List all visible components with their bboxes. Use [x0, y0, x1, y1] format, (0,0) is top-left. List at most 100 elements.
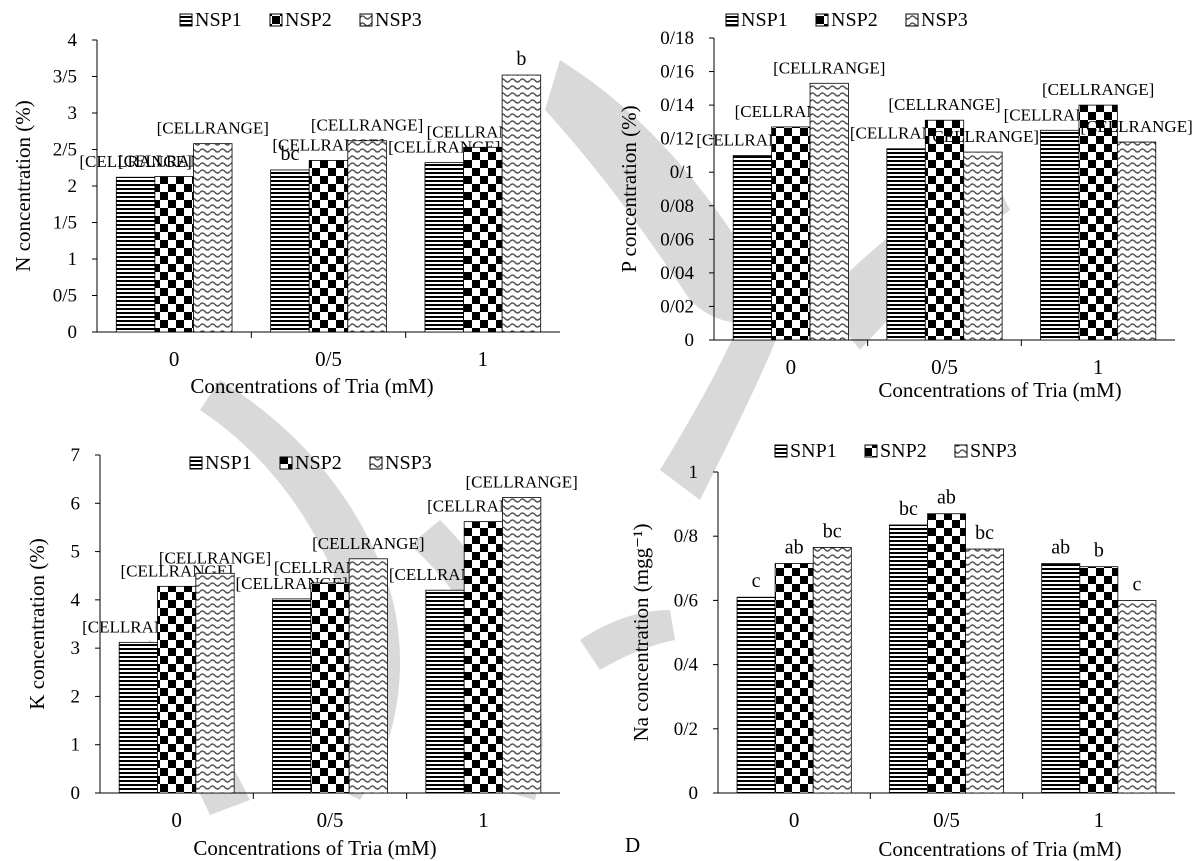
y-axis-title: Na concentration (mgg⁻¹): [629, 524, 653, 742]
bar-nsp3-1: [348, 558, 388, 794]
y-tick-label: 0/6: [674, 590, 698, 611]
y-tick-label: 3: [71, 638, 81, 659]
bar-nsp2-2: [1078, 104, 1118, 341]
y-tick-label: 6: [71, 493, 81, 514]
data-label: [CELLRANGE]: [888, 95, 1000, 114]
legend-swatch-nsp1: [725, 13, 739, 27]
legend-swatch-nsp3: [369, 456, 383, 470]
y-axis-title: P concentration (%): [617, 105, 641, 272]
y-tick-label: 0/8: [674, 526, 698, 547]
y-tick-label: 1: [71, 735, 81, 756]
legend-swatch-nsp3: [359, 13, 373, 27]
y-axis-title: K concentration (%): [25, 538, 49, 709]
data-label: [CELLRANGE]: [1042, 80, 1154, 99]
y-tick-label: 0/08: [660, 196, 694, 217]
data-label: [CELLRANGE]: [1080, 117, 1192, 136]
bar-nsp2-0: [154, 176, 194, 333]
bar-nsp1-0: [118, 641, 158, 794]
data-label: b: [516, 48, 526, 70]
y-tick-label: 1: [689, 462, 699, 483]
x-axis-title: Concentrations of Tria (mM): [878, 837, 1121, 861]
data-label: bc: [823, 520, 842, 542]
legend-swatch-nsp1: [189, 456, 203, 470]
data-label: bc: [280, 143, 299, 165]
y-tick-label: 0: [685, 330, 695, 351]
bar-nsp3-1: [347, 140, 387, 333]
watermark-logo: [120, 60, 1010, 815]
x-tick-label: 0: [789, 808, 800, 832]
x-tick-label: 0/5: [317, 808, 344, 832]
x-tick-label: 0/5: [931, 355, 958, 379]
y-tick-label: 2/5: [53, 140, 77, 161]
legend-label: SNP2: [880, 440, 927, 462]
x-tick-label: 0: [171, 808, 182, 832]
legend-swatch-nsp2: [815, 13, 829, 27]
y-tick-label: 7: [71, 445, 81, 466]
data-label: [CELLRANGE]: [312, 534, 424, 553]
bar-snp1-2: [1041, 563, 1081, 794]
y-tick-label: 5: [71, 542, 81, 563]
bar-nsp3-2: [501, 74, 542, 333]
y-tick-label: 0/14: [660, 95, 694, 116]
x-tick-label: 0/5: [933, 808, 960, 832]
chart-panel-2: 0 0/02 0/04 0/06 0/08 0/1 0/12 0/14 0/16 0/18 0 [CE…: [617, 9, 1193, 402]
legend-label: NSP2: [831, 9, 878, 31]
y-axis-title: N concentration (%): [11, 100, 35, 271]
data-label: [CELLRANGE]: [159, 548, 271, 567]
data-label: [CELLRANGE]: [79, 152, 191, 171]
data-label: c: [752, 570, 761, 592]
legend-label: NSP1: [205, 452, 252, 474]
bar-nsp2-2: [463, 146, 503, 333]
legend-label: NSP3: [385, 452, 432, 474]
legend-swatch-snp1: [774, 444, 788, 458]
data-label: ab: [937, 487, 956, 509]
legend-swatch-snp2: [864, 444, 878, 458]
bar-snp2-2: [1079, 566, 1119, 794]
bar-nsp1-2: [425, 589, 465, 794]
x-tick-label: 1: [1093, 355, 1104, 379]
legend-label: SNP3: [970, 440, 1017, 462]
bar-nsp3-2: [1116, 141, 1157, 341]
y-tick-label: 0/02: [660, 296, 694, 317]
data-label: [CELLRANGE]: [311, 116, 423, 135]
bar-nsp3-0: [195, 572, 235, 794]
bar-nsp2-2: [463, 521, 503, 794]
legend-label: NSP2: [295, 452, 342, 474]
y-tick-label: 4: [68, 30, 78, 51]
bar-snp2-0: [774, 563, 814, 794]
bar-nsp3-0: [193, 143, 233, 333]
x-tick-label: 1: [478, 347, 489, 371]
x-axis-title: Concentrations of Tria (mM): [878, 378, 1121, 402]
y-tick-label: 0: [689, 783, 699, 804]
x-tick-label: 1: [1094, 808, 1105, 832]
data-label: [CELLRANGE]: [157, 119, 269, 138]
data-label: [CELLRANGE]: [465, 472, 577, 491]
y-tick-label: 0/18: [660, 28, 694, 49]
y-tick-label: 0/16: [660, 62, 694, 83]
bar-nsp2-0: [157, 585, 197, 794]
x-tick-label: 0: [786, 355, 797, 379]
bar-snp1-1: [888, 524, 928, 794]
data-label: [CELLRANGE]: [773, 58, 885, 77]
data-label: b: [1094, 540, 1104, 562]
data-label: bc: [899, 498, 918, 520]
bar-nsp1-2: [1040, 129, 1080, 341]
legend-swatch-nsp3: [905, 13, 919, 27]
bar-nsp1-0: [115, 176, 156, 333]
data-label: [CELLRANGE]: [927, 127, 1039, 146]
legend-swatch-snp3: [954, 444, 968, 458]
data-label: bc: [975, 522, 994, 544]
legend-label: NSP1: [195, 9, 242, 31]
panel-letter: D: [625, 833, 640, 857]
x-tick-label: 0/5: [315, 347, 342, 371]
bar-nsp2-1: [310, 582, 350, 794]
y-tick-label: 2: [71, 686, 81, 707]
y-tick-label: 0/4: [674, 655, 699, 676]
legend-swatch-nsp2: [279, 456, 293, 470]
bar-nsp1-0: [732, 155, 773, 341]
legend-label: NSP2: [285, 9, 332, 31]
legend-swatch-nsp2: [269, 13, 283, 27]
y-tick-label: 1: [68, 249, 78, 270]
